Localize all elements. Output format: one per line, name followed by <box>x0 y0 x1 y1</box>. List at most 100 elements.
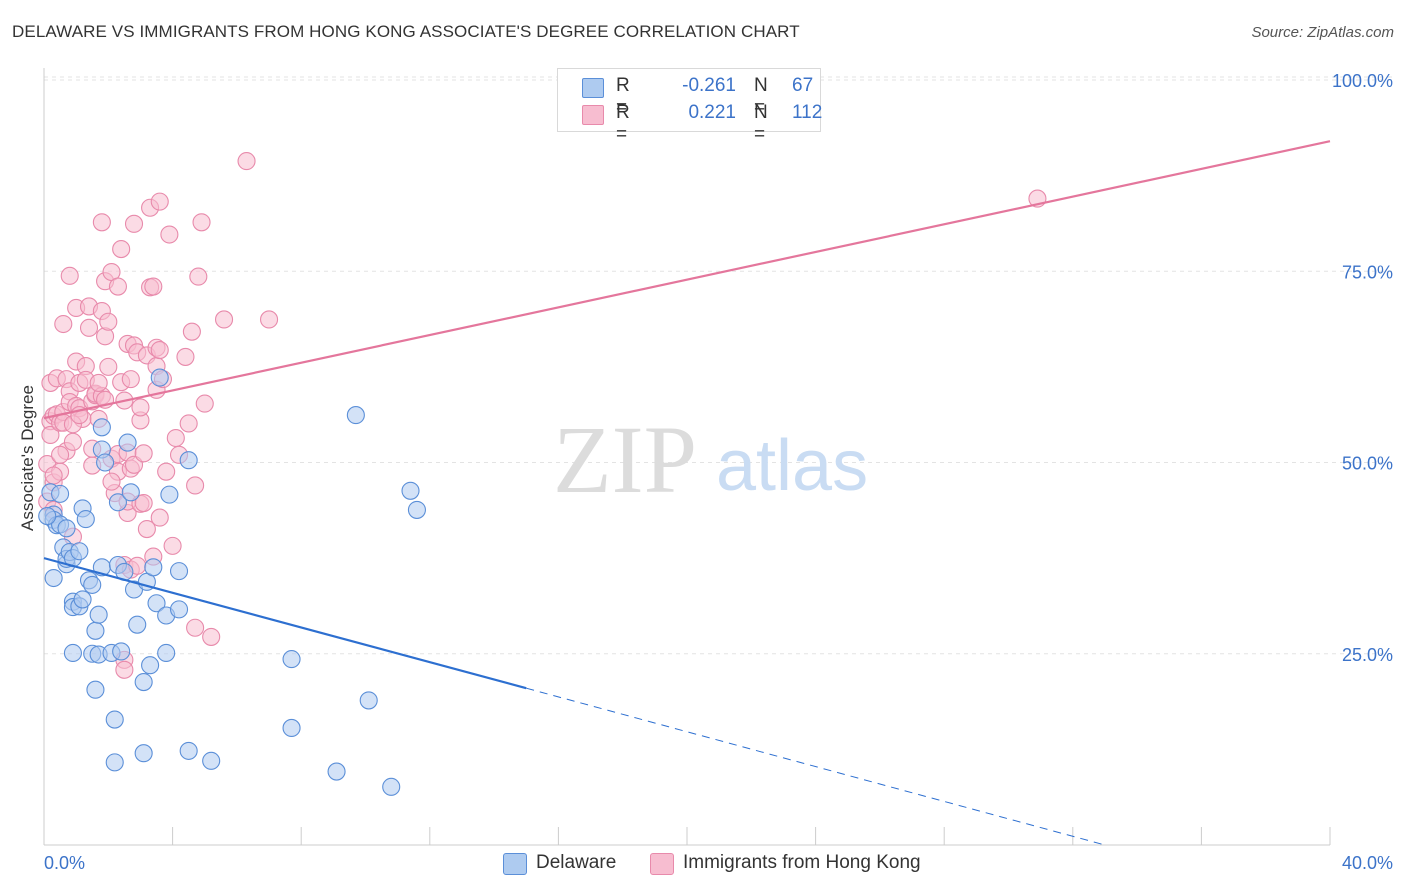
delaware-point <box>141 656 160 675</box>
hk-point <box>124 214 144 233</box>
hk-points <box>38 152 1047 679</box>
hk-point <box>102 472 121 491</box>
hk-swatch <box>582 105 604 125</box>
y-tick-label: 50.0% <box>1342 454 1393 474</box>
stats-legend: R = -0.261 N = 67 R = 0.221 N = 112 <box>557 68 822 145</box>
hk-point <box>99 357 118 376</box>
r-label: R = <box>616 75 630 118</box>
delaware-point <box>346 406 365 425</box>
delaware-swatch <box>582 78 604 98</box>
delaware-point <box>160 485 179 504</box>
r-label: R = <box>616 102 630 145</box>
y-tick-label: 100.0% <box>1332 71 1393 91</box>
hk-point <box>237 152 256 171</box>
delaware-point <box>179 741 198 760</box>
hk-point <box>89 373 108 392</box>
delaware-trend-extension <box>526 687 1106 846</box>
delaware-point <box>86 680 105 699</box>
delaware-point <box>327 762 346 781</box>
tick-labels: 25.0% 50.0% 75.0% 100.0% 0.0% 40.0% <box>44 71 1393 873</box>
hk-point <box>157 462 176 481</box>
hk-point <box>182 322 201 341</box>
hk-point <box>202 627 221 646</box>
delaware-point <box>89 605 108 624</box>
hk-point <box>150 340 169 360</box>
delaware-point <box>92 418 111 437</box>
hk-point <box>41 425 60 445</box>
hk-point <box>51 445 70 464</box>
watermark-zip: ZIP <box>553 406 697 513</box>
delaware-point <box>86 621 105 640</box>
delaware-point <box>282 650 301 669</box>
delaware-point <box>63 643 82 663</box>
hk-point <box>92 213 111 232</box>
delaware-swatch <box>503 853 527 875</box>
delaware-point <box>70 542 89 561</box>
delaware-point <box>144 558 163 577</box>
hk-point <box>144 277 163 296</box>
hk-point <box>108 277 127 296</box>
watermark-atlas: atlas <box>716 426 868 506</box>
delaware-point <box>118 433 137 452</box>
delaware-point <box>38 506 57 526</box>
n-label: N = <box>754 75 768 118</box>
x-tick-label: 0.0% <box>44 853 85 873</box>
delaware-point <box>83 575 102 594</box>
delaware-point <box>105 710 124 729</box>
hk-point <box>63 432 82 451</box>
hk-point <box>115 660 134 679</box>
hk-point <box>44 466 63 485</box>
delaware-point <box>407 500 426 519</box>
delaware-point <box>57 519 76 538</box>
hk-point <box>160 225 179 244</box>
hk-point <box>195 394 214 413</box>
hk-point <box>214 310 234 329</box>
x-tick-label: 40.0% <box>1342 853 1393 873</box>
delaware-point <box>105 753 124 772</box>
hk-point <box>137 520 156 539</box>
hk-point <box>134 444 153 463</box>
delaware-point <box>96 453 115 472</box>
delaware-point <box>44 568 63 588</box>
hk-point <box>99 312 118 331</box>
delaware-point <box>112 642 131 661</box>
hk-point <box>150 192 169 211</box>
hk-point <box>186 618 205 637</box>
hk-point <box>60 266 79 285</box>
hk-point <box>179 414 198 433</box>
hk-point <box>112 240 131 259</box>
hk-point <box>176 347 195 366</box>
y-tick-label: 25.0% <box>1342 645 1393 665</box>
chart-title: DELAWARE VS IMMIGRANTS FROM HONG KONG AS… <box>12 22 800 41</box>
delaware-point <box>121 483 140 502</box>
delaware-point <box>73 590 92 609</box>
r-value: 0.221 <box>688 102 736 123</box>
hk-point <box>134 493 153 513</box>
delaware-point <box>282 718 301 738</box>
hk-point <box>166 428 185 448</box>
source-label[interactable]: Source: ZipAtlas.com <box>1251 24 1394 41</box>
delaware-point <box>108 493 127 512</box>
delaware-point <box>51 484 70 503</box>
y-tick-label: 75.0% <box>1342 262 1393 282</box>
delaware-point <box>150 368 169 387</box>
delaware-point <box>169 562 189 581</box>
hk-point <box>163 536 182 555</box>
hk-trend-line <box>43 140 1331 420</box>
delaware-point <box>202 751 221 770</box>
hk-point <box>192 213 211 232</box>
hk-point <box>189 267 208 286</box>
delaware-point <box>134 673 153 692</box>
delaware-point <box>169 600 189 619</box>
delaware-point <box>179 451 198 470</box>
n-value: 67 <box>792 75 814 96</box>
hk-point <box>131 398 150 417</box>
hk-point <box>121 370 140 389</box>
hk-point <box>186 476 205 495</box>
delaware-point <box>76 510 95 529</box>
y-axis-label: Associate's Degree <box>18 385 37 531</box>
hk-point <box>259 310 279 329</box>
hk-point <box>150 508 169 527</box>
delaware-points <box>38 368 426 796</box>
